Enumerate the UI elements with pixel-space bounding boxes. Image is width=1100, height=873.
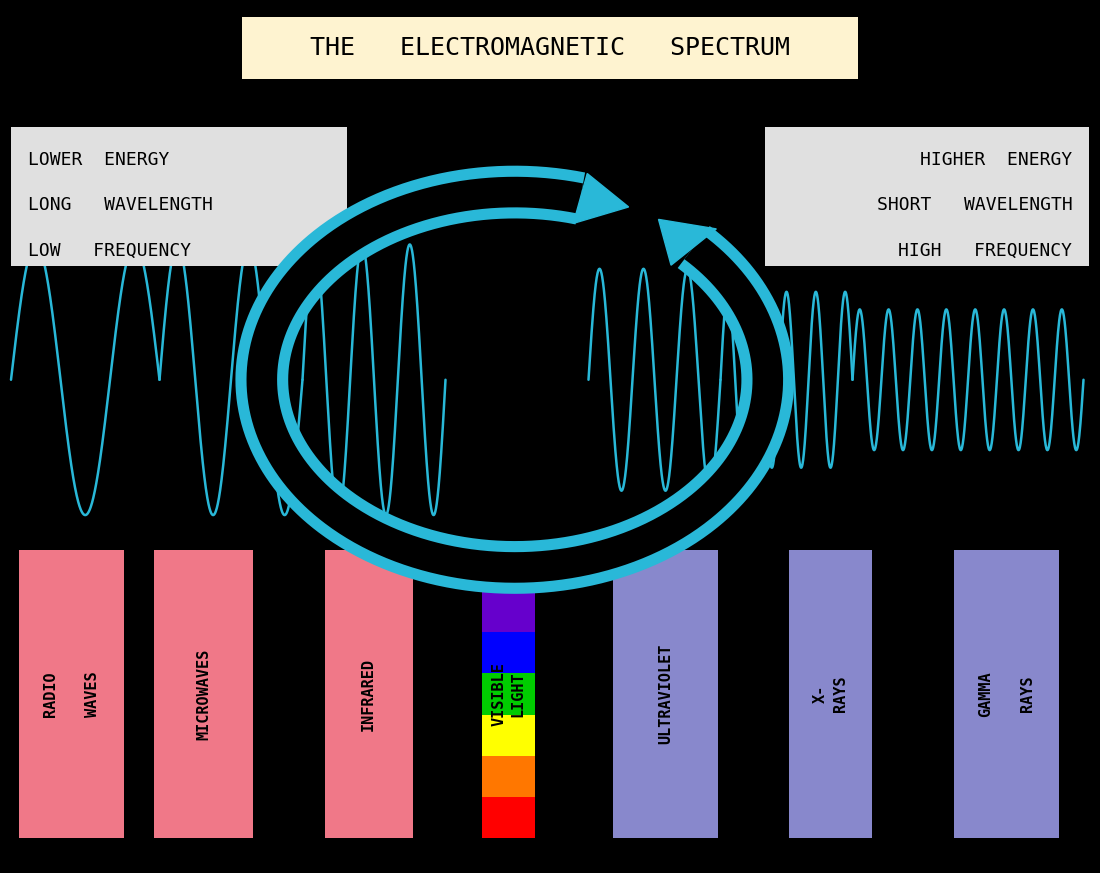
Bar <box>482 797 535 838</box>
Text: INFRARED: INFRARED <box>361 657 376 731</box>
Text: HIGHER  ENERGY: HIGHER ENERGY <box>921 151 1072 168</box>
Text: SHORT   WAVELENGTH: SHORT WAVELENGTH <box>877 196 1072 214</box>
Text: ULTRAVIOLET: ULTRAVIOLET <box>658 644 673 744</box>
Text: VISIBLE
LIGHT: VISIBLE LIGHT <box>492 662 525 726</box>
Polygon shape <box>659 219 716 265</box>
FancyBboxPatch shape <box>242 17 858 79</box>
Polygon shape <box>573 174 628 223</box>
Bar <box>790 550 871 838</box>
Text: LONG   WAVELENGTH: LONG WAVELENGTH <box>28 196 212 214</box>
Text: GAMMA
 
RAYS: GAMMA RAYS <box>978 671 1035 717</box>
Text: LOW   FREQUENCY: LOW FREQUENCY <box>28 242 190 259</box>
Bar <box>955 550 1058 838</box>
Text: HIGH   FREQUENCY: HIGH FREQUENCY <box>899 242 1072 259</box>
FancyBboxPatch shape <box>764 127 1089 266</box>
Bar <box>482 673 535 715</box>
Bar <box>482 632 535 673</box>
Bar <box>154 550 253 838</box>
Bar <box>324 550 412 838</box>
Bar <box>20 550 123 838</box>
FancyBboxPatch shape <box>11 127 346 266</box>
Bar <box>482 550 535 591</box>
Text: LOWER  ENERGY: LOWER ENERGY <box>28 151 169 168</box>
Text: MICROWAVES: MICROWAVES <box>196 649 211 739</box>
Text: THE   ELECTROMAGNETIC   SPECTRUM: THE ELECTROMAGNETIC SPECTRUM <box>310 36 790 60</box>
Bar <box>482 591 535 632</box>
Text: X-
RAYS: X- RAYS <box>813 676 848 712</box>
Bar <box>482 756 535 797</box>
Text: RADIO
 
WAVES: RADIO WAVES <box>43 671 100 717</box>
Bar <box>614 550 717 838</box>
Bar <box>482 715 535 756</box>
